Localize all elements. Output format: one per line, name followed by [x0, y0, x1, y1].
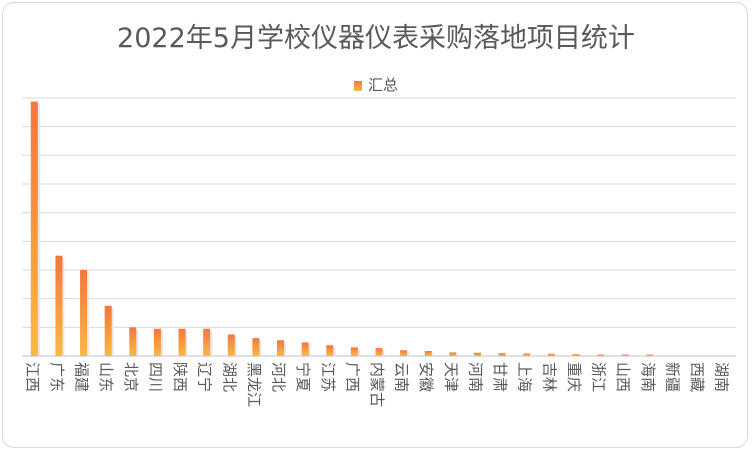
bar-河南	[473, 352, 481, 356]
bar-海南	[646, 354, 654, 356]
chart-frame	[2, 2, 748, 448]
x-tick-label: 河北	[270, 362, 288, 392]
x-tick-label: 辽宁	[196, 362, 214, 392]
bar-广东	[55, 255, 63, 356]
x-tick-label: 海南	[639, 362, 657, 392]
x-tick-label: 广西	[343, 362, 361, 392]
bar-北京	[129, 327, 137, 356]
x-tick-label: 陕西	[171, 362, 189, 392]
x-tick-label: 湖北	[220, 362, 238, 392]
x-tick-label: 山西	[614, 362, 632, 392]
x-tick-label: 北京	[122, 362, 140, 392]
legend-swatch	[353, 81, 362, 91]
x-tick-label: 上海	[516, 362, 534, 392]
bar-云南	[400, 350, 408, 356]
x-tick-label: 天津	[442, 362, 460, 392]
x-tick-label: 吉林	[540, 362, 558, 392]
bar-山西	[621, 354, 629, 356]
bar-甘肃	[498, 353, 506, 356]
bar-吉林	[547, 353, 555, 356]
bar-辽宁	[203, 328, 211, 356]
bar-陕西	[178, 328, 186, 356]
bar-黑龙江	[252, 338, 260, 356]
x-tick-label: 河南	[466, 362, 484, 392]
x-tick-label: 广东	[48, 362, 66, 392]
x-tick-label: 内蒙古	[368, 362, 386, 407]
bar-宁夏	[301, 342, 309, 356]
x-tick-label: 四川	[146, 362, 164, 392]
x-axis-labels: 江西 广东 福建 山东 北京 四川 陕西 辽宁 湖北 黑龙江 河北 宁夏 江苏 广西 内蒙古 云南 安徽 天津 河南…	[23, 362, 730, 407]
gridlines	[22, 97, 736, 357]
x-tick-label: 浙江	[590, 362, 608, 392]
x-tick-label: 江西	[23, 362, 41, 392]
bar-山东	[104, 305, 112, 356]
bar-重庆	[572, 354, 580, 356]
bar-上海	[523, 353, 531, 356]
bar-四川	[153, 328, 161, 356]
x-tick-label: 甘肃	[491, 362, 509, 392]
chart-title: 2022年5月学校仪器仪表采购落地项目统计	[117, 23, 635, 54]
x-tick-label: 重庆	[565, 362, 583, 392]
x-tick-label: 云南	[393, 362, 411, 392]
x-tick-label: 湖南	[713, 362, 731, 392]
x-tick-label: 江苏	[319, 362, 337, 392]
bar-天津	[449, 352, 457, 356]
x-tick-label: 新疆	[663, 362, 681, 392]
bar-浙江	[597, 354, 605, 356]
x-tick-label: 福建	[73, 362, 91, 392]
bar-广西	[350, 347, 358, 356]
legend-label: 汇总	[367, 76, 398, 94]
bar-安徽	[424, 350, 432, 356]
chart-legend: 汇总	[0, 74, 752, 95]
bar-江苏	[326, 345, 334, 356]
x-tick-label: 宁夏	[294, 362, 312, 392]
bar-湖北	[227, 334, 235, 356]
x-tick-label: 山东	[97, 362, 115, 392]
bar-内蒙古	[375, 348, 383, 356]
x-tick-label: 安徽	[417, 362, 435, 392]
bar-河北	[277, 340, 285, 356]
bar-福建	[80, 270, 88, 356]
bars	[30, 101, 654, 356]
x-tick-label: 黑龙江	[245, 362, 263, 407]
bar-江西	[30, 101, 38, 356]
x-tick-label: 西藏	[688, 362, 706, 392]
